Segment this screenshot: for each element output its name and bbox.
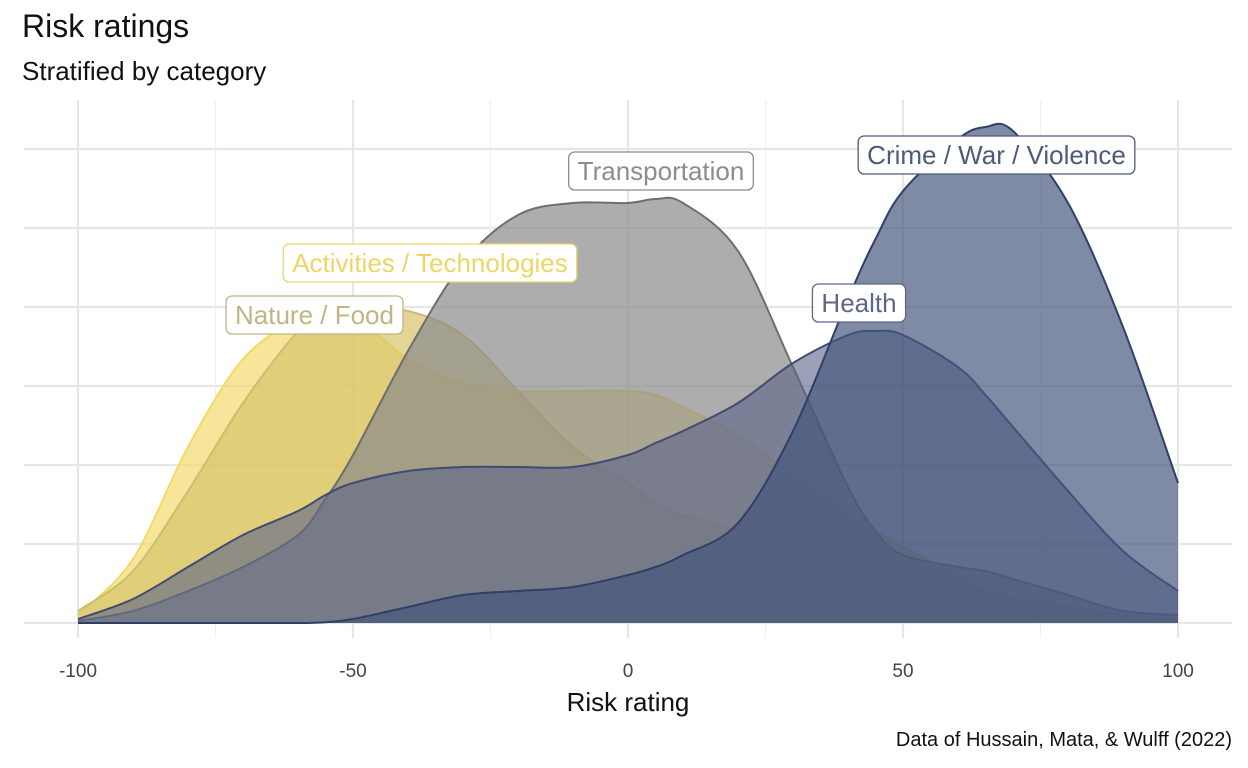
x-tick-label: 50 bbox=[892, 661, 913, 682]
x-tick-label: 100 bbox=[1162, 661, 1194, 682]
label-text: Crime / War / Violence bbox=[867, 140, 1126, 170]
label-box bbox=[857, 135, 1136, 175]
label-text: Transportation bbox=[578, 156, 745, 186]
label-nature-food: Nature / Food bbox=[225, 295, 404, 335]
label-box bbox=[811, 283, 907, 323]
series-labels: Activities / Technologies Nature / Food Tr… bbox=[225, 135, 1136, 335]
label-box bbox=[568, 151, 754, 191]
label-text: Health bbox=[821, 288, 896, 318]
label-transportation: Transportation bbox=[568, 151, 754, 191]
line-crime-war-violence bbox=[77, 122, 1179, 625]
label-text: Activities / Technologies bbox=[292, 248, 568, 278]
x-axis-label: Risk rating bbox=[567, 687, 690, 717]
label-health: Health bbox=[811, 283, 907, 323]
x-tick-label: -100 bbox=[59, 661, 97, 682]
x-axis-ticks: -100 -50 0 50 100 bbox=[59, 661, 1194, 682]
chart-subtitle: Stratified by category bbox=[22, 56, 267, 86]
area-crime-war-violence bbox=[78, 123, 1178, 623]
density-areas bbox=[77, 122, 1179, 625]
label-box bbox=[282, 243, 578, 283]
series-crime-war-violence bbox=[77, 122, 1179, 625]
label-box bbox=[225, 295, 404, 335]
x-tick-label: 0 bbox=[623, 661, 634, 682]
label-crime-war-violence: Crime / War / Violence bbox=[857, 135, 1136, 175]
label-activities-technologies: Activities / Technologies bbox=[282, 243, 578, 283]
label-text: Nature / Food bbox=[235, 300, 394, 330]
chart-title: Risk ratings bbox=[22, 8, 190, 44]
chart-caption: Data of Hussain, Mata, & Wulff (2022) bbox=[895, 729, 1232, 751]
x-tick-label: -50 bbox=[339, 661, 366, 682]
